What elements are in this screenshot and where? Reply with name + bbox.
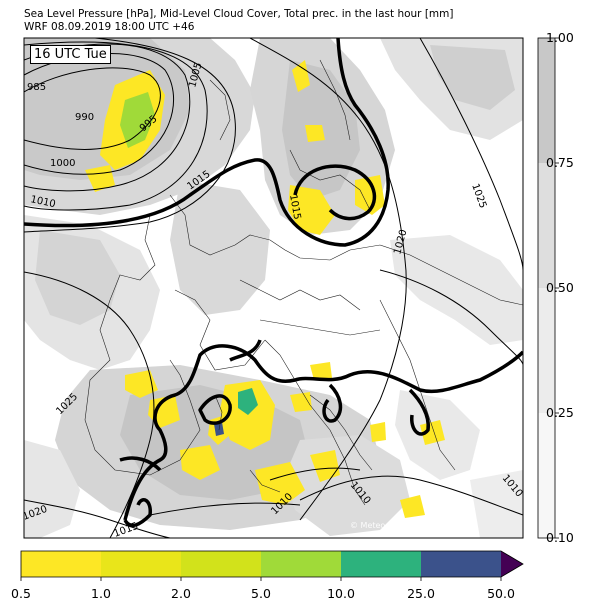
precip-tick-label: 25.0 <box>407 586 435 601</box>
precip-tick-label: 5.0 <box>251 586 271 601</box>
precip-band-1 <box>101 551 181 577</box>
isobar-label-1000: 1000 <box>50 158 75 169</box>
cloud-band-1 <box>538 288 555 413</box>
isobar-label-1015-b: 1015 <box>287 194 302 221</box>
cloud-tick-label: 0.75 <box>546 155 574 170</box>
watermark: © Meteo <box>350 521 385 530</box>
cloud-tick-label: 0.50 <box>546 280 574 295</box>
precip-band-2 <box>181 551 261 577</box>
cloud-tick-label: 0.10 <box>546 530 574 545</box>
map-frame <box>23 37 524 539</box>
isobar-label-990: 990 <box>75 112 94 123</box>
precip-tick-label: 2.0 <box>171 586 191 601</box>
figure-title: Sea Level Pressure [hPa], Mid-Level Clou… <box>24 8 454 20</box>
figure-subtitle: WRF 08.09.2019 18:00 UTC +46 <box>24 21 195 33</box>
precip-band-5 <box>421 551 501 577</box>
precip-colorbar <box>20 550 524 581</box>
precip-band-3 <box>261 551 341 577</box>
precip-tick-label: 1.0 <box>91 586 111 601</box>
isobar-1015-thick <box>24 38 523 528</box>
precip-tick-label: 0.5 <box>11 586 31 601</box>
isobar-label-1010: 1010 <box>29 194 56 210</box>
cloud-tick-label: 0.25 <box>546 405 574 420</box>
isobar-label-985: 985 <box>27 82 46 93</box>
precip-tick-label: 10.0 <box>327 586 355 601</box>
precip-band-4 <box>341 551 421 577</box>
valid-time-label: 16 UTC Tue <box>30 45 111 64</box>
cloud-tick-label: 1.00 <box>546 30 574 45</box>
cloud-band-3 <box>538 38 555 163</box>
cloud-band-0 <box>538 413 555 538</box>
precip-band-0 <box>21 551 101 577</box>
precip-tick-label: 50.0 <box>487 586 515 601</box>
cloud-band-2 <box>538 163 555 288</box>
precip-extend-arrow <box>501 551 523 577</box>
cloud-cover-colorbar <box>537 37 559 539</box>
